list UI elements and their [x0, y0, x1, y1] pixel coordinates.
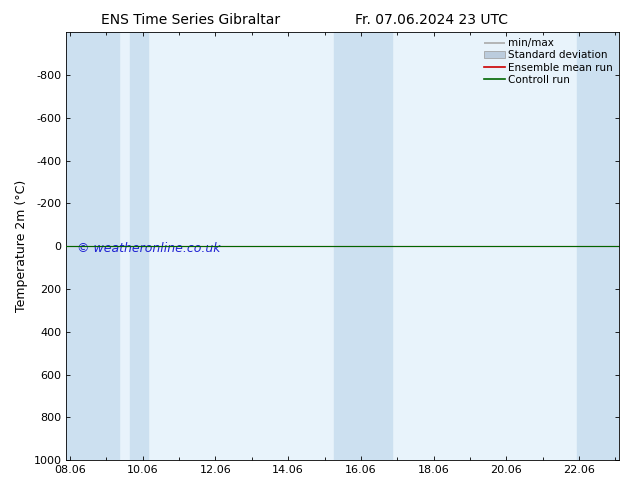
- Bar: [67, 32, 119, 460]
- Legend: min/max, Standard deviation, Ensemble mean run, Controll run: min/max, Standard deviation, Ensemble me…: [481, 35, 616, 88]
- Text: ENS Time Series Gibraltar: ENS Time Series Gibraltar: [101, 13, 280, 27]
- Text: © weatheronline.co.uk: © weatheronline.co.uk: [77, 242, 221, 255]
- Bar: [130, 32, 148, 460]
- Bar: [577, 32, 619, 460]
- Text: Fr. 07.06.2024 23 UTC: Fr. 07.06.2024 23 UTC: [354, 13, 508, 27]
- Y-axis label: Temperature 2m (°C): Temperature 2m (°C): [15, 180, 28, 312]
- Bar: [333, 32, 392, 460]
